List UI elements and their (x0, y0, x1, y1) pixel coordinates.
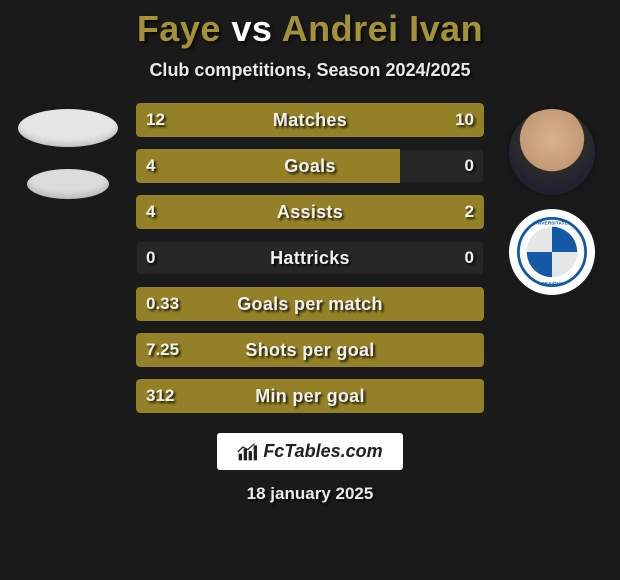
stat-label: Shots per goal (136, 333, 484, 367)
date-text: 18 january 2025 (247, 484, 374, 504)
stat-label: Assists (136, 195, 484, 229)
site-label: FcTables.com (263, 441, 382, 462)
site-badge[interactable]: FcTables.com (217, 433, 402, 470)
stat-bars: 1210Matches 40Goals 42Assists 00Hattricks 0.… (136, 103, 484, 413)
stat-label: Goals per match (136, 287, 484, 321)
svg-text:UNIVERSITATEA: UNIVERSITATEA (533, 221, 572, 227)
vs-text: vs (231, 8, 272, 49)
player1-name: Faye (137, 8, 221, 49)
player1-side (18, 103, 118, 199)
craiova-logo-icon: UNIVERSITATEA CRAIOVA (517, 217, 587, 287)
stat-row: 312Min per goal (136, 379, 484, 413)
player1-club-logo (27, 169, 109, 199)
player2-club-logo: UNIVERSITATEA CRAIOVA (509, 209, 595, 295)
stat-row: 7.25Shots per goal (136, 333, 484, 367)
player1-avatar (18, 109, 118, 147)
subtitle: Club competitions, Season 2024/2025 (149, 60, 470, 81)
player2-avatar (509, 109, 595, 195)
stat-row: 42Assists (136, 195, 484, 229)
stat-row: 0.33Goals per match (136, 287, 484, 321)
comparison-content: 1210Matches 40Goals 42Assists 00Hattricks 0.… (0, 103, 620, 413)
player2-side: UNIVERSITATEA CRAIOVA (502, 103, 602, 295)
stat-label: Matches (136, 103, 484, 137)
stat-row: 00Hattricks (136, 241, 484, 275)
footer: FcTables.com 18 january 2025 (217, 433, 402, 504)
stat-label: Hattricks (136, 241, 484, 275)
stat-row: 1210Matches (136, 103, 484, 137)
stat-label: Goals (136, 149, 484, 183)
barchart-icon (237, 442, 257, 462)
player2-name: Andrei Ivan (282, 8, 484, 49)
comparison-title: Faye vs Andrei Ivan (137, 8, 483, 50)
stat-label: Min per goal (136, 379, 484, 413)
svg-text:CRAIOVA: CRAIOVA (541, 281, 564, 287)
stat-row: 40Goals (136, 149, 484, 183)
